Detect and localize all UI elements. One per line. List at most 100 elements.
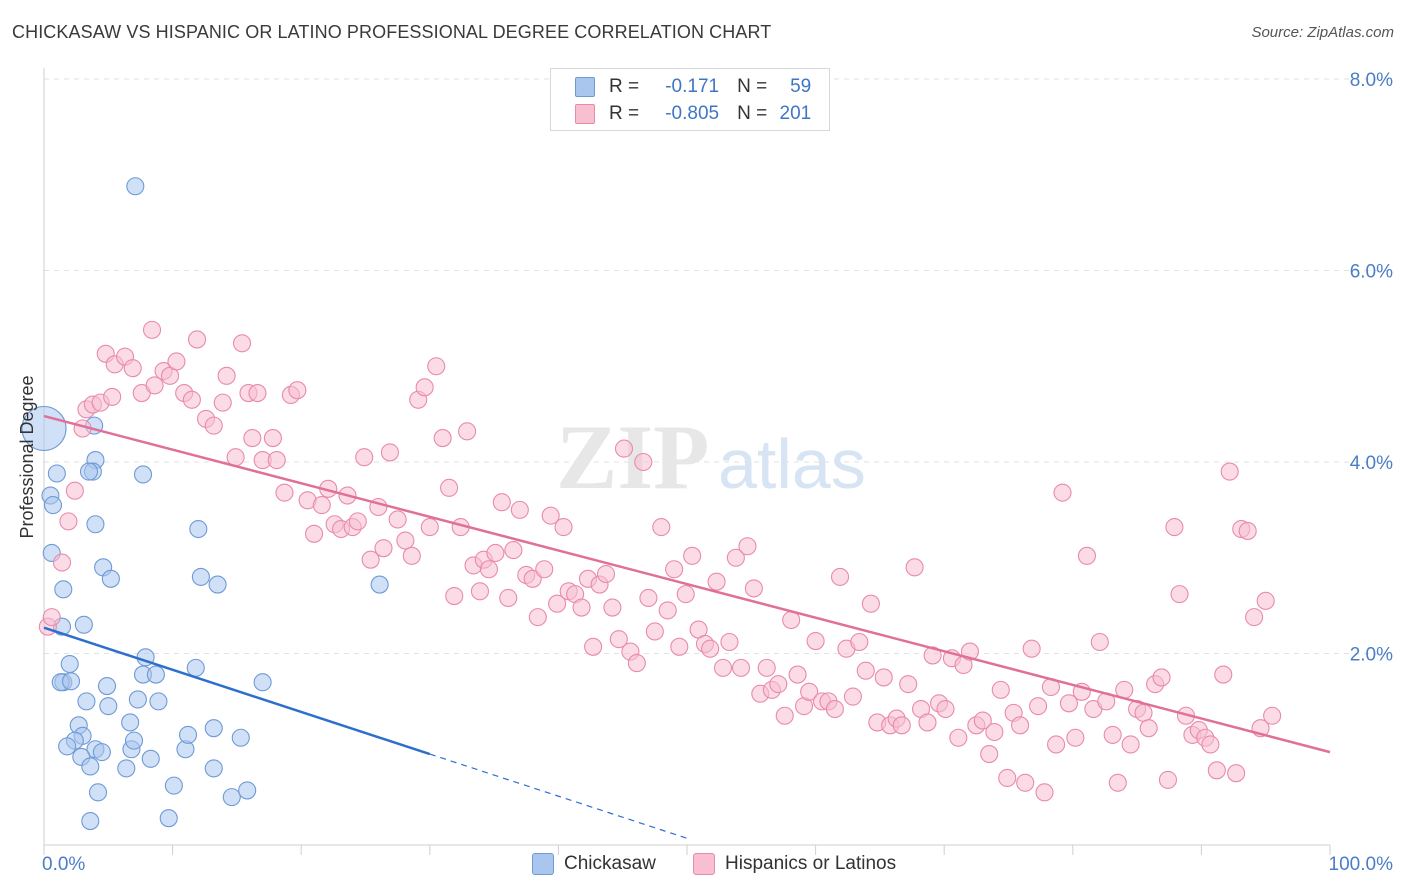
- bottom-legend-chickasaw: Chickasaw: [532, 851, 656, 877]
- hispanic-point: [603, 598, 622, 617]
- chickasaw-point: [189, 519, 208, 539]
- hispanic-point: [445, 586, 464, 606]
- hispanic-point: [142, 320, 162, 339]
- hispanic-point: [899, 675, 918, 694]
- hispanic-point: [1108, 773, 1127, 792]
- bottom-legend-label-hispanic: Hispanics or Latinos: [725, 853, 897, 874]
- hispanic-point: [1059, 694, 1078, 713]
- hispanic-point: [1158, 770, 1178, 789]
- hispanic-point: [167, 352, 186, 371]
- hispanic-point: [103, 387, 122, 406]
- chickasaw-point: [79, 462, 99, 481]
- legend-row-chickasaw: R = -0.171 N = 59: [575, 74, 811, 100]
- hispanic-point: [713, 658, 733, 677]
- legend-swatch-chickasaw: [575, 77, 595, 97]
- chickasaw-point: [99, 697, 118, 716]
- chickasaw-point: [164, 776, 183, 795]
- chickasaw-point: [133, 465, 153, 484]
- hispanic-point: [486, 543, 505, 563]
- y-tick-label: 6.0%: [1350, 262, 1393, 283]
- hispanic-point: [312, 496, 331, 515]
- chickasaw-point: [97, 677, 117, 696]
- hispanic-point: [1256, 591, 1275, 610]
- chickasaw-point: [58, 737, 77, 756]
- hispanic-point: [825, 699, 844, 719]
- chickasaw-point: [61, 672, 81, 691]
- hispanic-point: [645, 622, 664, 641]
- bottom-legend-label-chickasaw: Chickasaw: [564, 853, 656, 874]
- hispanic-point: [788, 665, 807, 684]
- hispanic-point: [42, 608, 61, 627]
- chickasaw-point: [92, 743, 111, 762]
- hispanic-point: [548, 594, 567, 613]
- hispanic-point: [458, 422, 477, 441]
- hispanic-point: [1207, 761, 1226, 780]
- hispanic-point: [949, 728, 968, 747]
- hispanic-point: [757, 658, 776, 677]
- hispanic-point: [892, 716, 911, 735]
- hispanic-point: [683, 546, 702, 565]
- chickasaw-point: [128, 690, 147, 709]
- hispanic-point: [1029, 697, 1048, 716]
- hispanic-point: [59, 512, 78, 531]
- hispanic-point: [726, 548, 745, 567]
- chickasaw-point: [81, 812, 100, 831]
- chickasaw-point: [126, 177, 145, 196]
- legend-r-value: -0.171: [665, 76, 720, 97]
- hispanic-point: [1214, 665, 1233, 684]
- hispanic-point: [510, 500, 529, 519]
- hispanic-point: [348, 512, 367, 531]
- hispanic-point: [609, 630, 628, 649]
- hispanic-point: [918, 713, 937, 732]
- chickasaw-point: [43, 496, 63, 515]
- chickasaw-point: [117, 759, 136, 778]
- legend-n-label: N =: [737, 103, 768, 124]
- hispanic-point: [1053, 483, 1072, 502]
- hispanic-point: [145, 376, 164, 395]
- hispanic-point: [936, 699, 955, 719]
- hispanic-point: [701, 639, 720, 658]
- hispanic-point: [584, 637, 603, 656]
- y-tick-label: 8.0%: [1350, 70, 1393, 91]
- chickasaw-point: [159, 809, 178, 828]
- hispanic-point: [1121, 735, 1140, 754]
- hispanic-point: [1263, 706, 1282, 725]
- hispanic-point: [1201, 735, 1220, 754]
- hispanic-point: [985, 722, 1004, 742]
- hispanic-point: [1139, 719, 1158, 738]
- chickasaw-point: [47, 464, 66, 483]
- chickasaw-point: [191, 567, 210, 586]
- hispanic-point: [1011, 716, 1030, 735]
- hispanic-point: [1090, 632, 1109, 652]
- trend-lines: [43, 414, 1331, 839]
- hispanic-point: [420, 518, 439, 537]
- chart-title: CHICKASAW VS HISPANIC OR LATINO PROFESSI…: [12, 22, 772, 42]
- hispanic-point: [1016, 773, 1035, 792]
- hispanic-point: [665, 560, 684, 579]
- hispanic-point: [1022, 639, 1041, 658]
- hispanic-point: [440, 478, 459, 497]
- hispanic-point: [213, 393, 232, 412]
- hispanic-point: [980, 744, 999, 764]
- hispanic-point: [427, 357, 446, 376]
- hispanic-point: [652, 518, 671, 537]
- hispanic-point: [396, 531, 415, 550]
- hispanic-point: [52, 553, 72, 572]
- tick-labels: 2.0% 4.0% 6.0% 8.0% 0.0% 100.0%: [42, 70, 1393, 875]
- watermark: ZIP atlas: [556, 406, 866, 508]
- chickasaw-trend-line-extension: [429, 753, 688, 839]
- source-credit: Source: ZipAtlas.com: [1251, 24, 1394, 41]
- hispanic-point: [676, 585, 695, 604]
- hispanic-point: [850, 632, 869, 652]
- hispanic-point: [738, 537, 757, 556]
- hispanic-point: [830, 567, 850, 586]
- hispanic-point: [1152, 668, 1171, 687]
- hispanic-point: [1066, 728, 1085, 747]
- hispanic-point: [123, 359, 142, 378]
- correlation-legend: R = -0.171 N = 59 R = -0.805 N = 201: [550, 68, 830, 131]
- hispanic-point: [415, 378, 434, 397]
- hispanic-point: [288, 381, 307, 400]
- chickasaw-point: [74, 615, 93, 634]
- x-tick-label-min: 0.0%: [42, 854, 85, 875]
- x-tick-label-max: 100.0%: [1329, 854, 1394, 875]
